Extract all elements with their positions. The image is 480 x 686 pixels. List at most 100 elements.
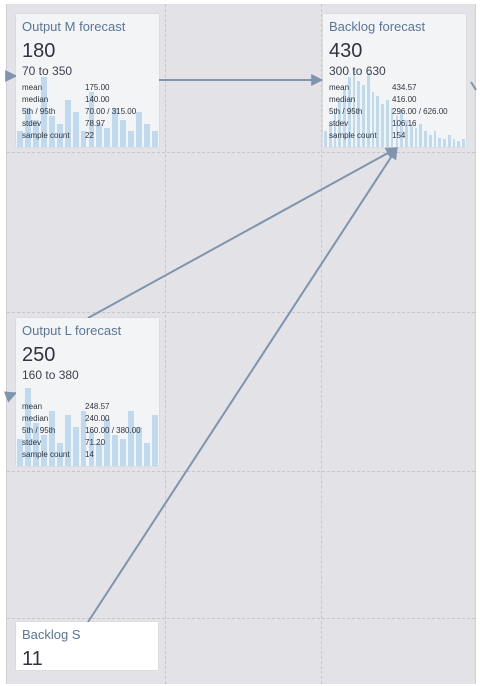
stat-value: 71.20 — [85, 438, 106, 447]
histogram-bar — [32, 119, 39, 147]
grid-line — [7, 471, 475, 472]
histogram-bar — [400, 111, 404, 147]
grid-line — [7, 312, 475, 313]
stat-value: 160.00 / 380.00 — [85, 426, 141, 435]
histogram-bar — [80, 131, 87, 147]
histogram-bar — [96, 442, 103, 466]
stat-label: mean — [22, 402, 43, 411]
stat-label: mean — [22, 83, 43, 92]
grid-line — [165, 4, 166, 684]
histogram-bar — [72, 427, 79, 466]
histogram-bar — [443, 139, 446, 147]
histogram-bar — [104, 127, 111, 147]
histogram-bar — [120, 438, 127, 466]
forecast-card-backlog[interactable]: Backlog forecast 430 300 to 630 mean 434.… — [323, 14, 466, 147]
histogram-bar — [72, 111, 79, 147]
histogram-bar — [462, 139, 465, 147]
stat-label: 5th / 95th — [22, 426, 56, 435]
histogram-bar — [324, 131, 327, 147]
histogram-bar — [371, 92, 375, 147]
histogram-bar — [40, 76, 47, 147]
histogram-bar — [409, 123, 413, 147]
histogram-bar — [428, 135, 432, 147]
histogram-bar — [120, 119, 127, 147]
histogram-bar — [88, 430, 95, 466]
histogram — [16, 388, 159, 466]
histogram-bar — [447, 135, 451, 147]
stat-label: stdev — [329, 119, 349, 128]
histogram-bar — [381, 104, 384, 147]
histogram-bar — [352, 69, 356, 147]
histogram-bar — [112, 434, 119, 466]
histogram-bar — [17, 131, 23, 147]
histogram-bar — [376, 96, 380, 147]
grid-line — [321, 4, 322, 684]
histogram — [323, 69, 466, 147]
histogram-bar — [48, 115, 55, 147]
stat-value: 240.00 — [85, 414, 110, 423]
histogram-bar — [96, 123, 103, 147]
histogram-bar — [88, 92, 95, 147]
stat-label: stdev — [22, 438, 42, 447]
card-range: 70 to 350 — [22, 64, 73, 78]
stat-value: 78.97 — [85, 119, 106, 128]
stat-value: 106.16 — [392, 119, 417, 128]
stat-value: 175.00 — [85, 83, 110, 92]
histogram-bar — [390, 108, 394, 147]
forecast-card-output-l[interactable]: Output L forecast 250 160 to 380 mean 248… — [16, 318, 159, 466]
card-range: 300 to 630 — [329, 64, 386, 78]
histogram-bar — [333, 111, 337, 147]
histogram-bar — [362, 84, 365, 147]
stat-label: stdev — [22, 119, 42, 128]
histogram-bar — [357, 80, 361, 147]
histogram-bar — [385, 100, 389, 147]
histogram-bar — [405, 119, 408, 147]
card-title: Output L forecast — [22, 323, 122, 338]
histogram-bar — [24, 108, 31, 147]
stat-label: median — [22, 95, 49, 104]
histogram-bar — [433, 131, 437, 147]
histogram-bar — [56, 123, 63, 147]
card-value: 11 — [22, 648, 43, 670]
histogram-bar — [128, 131, 135, 147]
card-title: Output M forecast — [22, 19, 126, 34]
histogram-bar — [457, 140, 461, 147]
histogram-bar — [40, 434, 47, 466]
histogram-bar — [48, 411, 55, 466]
histogram-bar — [424, 131, 427, 147]
card-value: 250 — [22, 344, 56, 366]
histogram-bar — [128, 411, 135, 466]
card-range: 160 to 380 — [22, 368, 79, 382]
histogram-bar — [104, 419, 111, 466]
stat-label: sample count — [329, 131, 377, 140]
histogram-bar — [56, 442, 63, 466]
histogram-bar — [338, 100, 342, 147]
grid-line — [7, 618, 475, 619]
histogram-bar — [112, 108, 119, 147]
histogram-bar — [395, 115, 399, 147]
histogram-bar — [24, 388, 31, 466]
stat-value: 70.00 / 315.00 — [85, 107, 137, 116]
histogram-bar — [343, 88, 346, 147]
histogram-bar — [136, 111, 143, 147]
card-value: 180 — [22, 40, 56, 62]
stat-label: 5th / 95th — [329, 107, 363, 116]
input-card-backlog-s[interactable]: Backlog S 11 — [16, 622, 158, 670]
card-title: Backlog S — [22, 627, 81, 642]
card-value: 430 — [329, 40, 363, 62]
stat-label: 5th / 95th — [22, 107, 56, 116]
histogram-bar — [144, 123, 151, 147]
stat-value: 248.57 — [85, 402, 110, 411]
histogram-bar — [64, 100, 71, 147]
grid-line — [7, 152, 475, 153]
histogram-bar — [419, 123, 423, 147]
card-title: Backlog forecast — [329, 19, 426, 34]
stat-value: 154 — [392, 131, 406, 140]
forecast-card-output-m[interactable]: Output M forecast 180 70 to 350 mean 175.… — [16, 14, 159, 147]
histogram-bar — [414, 127, 418, 147]
stat-value: 140.00 — [85, 95, 110, 104]
histogram-bar — [80, 411, 87, 466]
histogram-bar — [438, 137, 442, 147]
histogram-bar — [366, 72, 370, 147]
histogram-bar — [17, 438, 23, 466]
